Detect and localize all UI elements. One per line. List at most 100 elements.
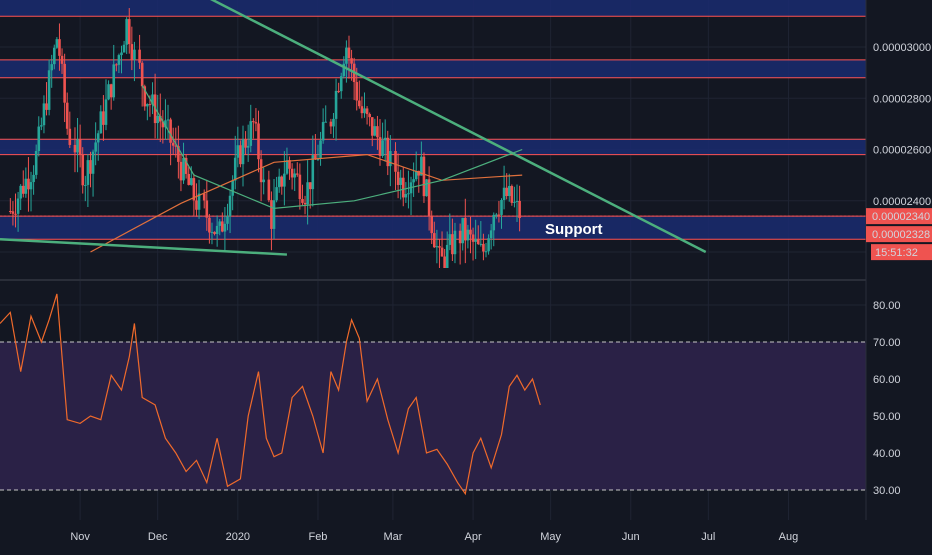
candle-body [249,121,253,146]
candle-body [471,234,475,242]
level-price-tag-text: 0.00002328 [872,229,930,241]
candle-body [208,217,211,233]
candle-body [298,174,302,200]
candle-body [120,52,123,56]
candle-body [89,160,92,174]
candle-body [94,142,97,152]
candle-body [368,114,371,118]
candle-body [34,151,38,175]
candle-body [308,182,312,190]
price-tick-label: 0.00002600 [873,145,931,157]
resistance-zone [0,59,866,78]
candle-body [189,178,193,185]
candle-body [202,193,206,201]
candle-body [127,19,131,45]
candle-body [290,168,294,178]
last-price-tag [866,208,932,225]
rsi-tick-label: 30.00 [873,485,901,497]
candle-body [47,70,51,110]
candle-body [187,173,191,185]
candle-body [438,246,441,248]
candle-body [319,140,322,159]
candle-body [414,170,418,180]
candle-body [484,251,488,253]
candle-body [143,86,147,107]
rsi-layer [0,293,866,496]
candle-body [350,58,353,64]
candle-body [440,247,444,257]
candle-body [283,173,286,187]
candle-body [487,238,490,252]
candle-body [448,234,452,245]
candle-body [29,182,33,190]
candle-body [86,160,90,185]
candle-body [432,233,436,248]
candle-body [210,231,214,233]
candle-body [65,102,69,129]
candle-body [24,178,28,194]
candle-body [195,200,198,210]
candle-body [373,126,377,136]
time-axis-label: Feb [308,531,327,543]
candle-body [156,115,159,124]
candle-body [404,194,408,198]
candle-body [164,120,167,128]
candle-body [495,214,498,216]
candle-body [182,157,185,181]
price-tick-label: 0.00002400 [873,196,931,208]
candle-body [78,139,82,155]
candle-body [301,199,304,203]
candle-body [262,179,265,183]
rsi-tick-label: 50.00 [873,411,901,423]
rsi-line [0,293,541,496]
candle-body [140,62,144,87]
candle-body [466,229,470,241]
candle-body [422,156,426,197]
candle-body [295,173,299,175]
candle-body [174,145,178,147]
candle-body [146,104,149,107]
candle-body [412,179,415,183]
candle-body [158,115,162,122]
candle-body [370,117,374,136]
descending-trendline [210,0,707,254]
price-tick-label: 0.00003000 [873,42,931,54]
candle-body [218,221,222,226]
lower-trendline [0,237,288,256]
candle-body [510,186,514,203]
candle-body [50,64,54,71]
candle-body [365,108,369,115]
candle-body [117,55,121,65]
candle-body [430,216,434,234]
candle-body [500,200,503,215]
candle-body [381,140,384,156]
time-axis-label: Dec [148,531,168,543]
candle-body [513,201,516,203]
candle-body [401,177,405,198]
candle-body [270,200,273,229]
candle-body [55,39,59,48]
candle-body [347,47,351,59]
candle-body [27,178,30,190]
candle-body [396,171,400,185]
price-axis-bg [866,0,932,550]
candle-body [358,100,361,107]
candle-body [63,63,66,103]
rsi-tick-label: 70.00 [873,337,901,349]
candle-body [166,119,170,121]
price-tick-label: 0.00002800 [873,93,931,105]
moving-averages-layer [90,85,523,253]
candle-body [389,150,392,167]
candle-body [19,185,22,199]
candle-body [42,103,46,126]
candle-body [288,160,291,169]
candle-body [52,47,56,65]
candle-body [339,76,343,92]
candle-body [68,128,72,145]
candle-body [378,137,382,156]
candle-body [125,19,128,45]
candle-body [451,234,454,255]
